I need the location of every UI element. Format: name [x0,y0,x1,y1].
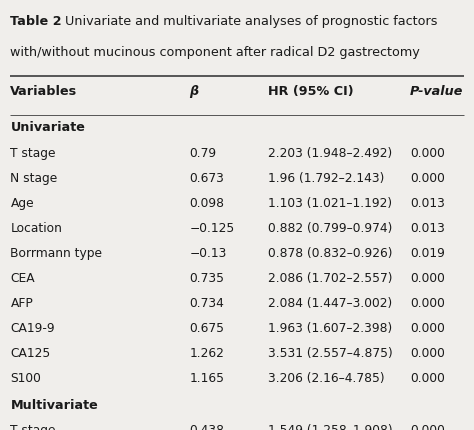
Text: 3.531 (2.557–4.875): 3.531 (2.557–4.875) [268,346,392,359]
Text: 1.165: 1.165 [190,371,225,384]
Text: 0.878 (0.832–0.926): 0.878 (0.832–0.926) [268,246,392,259]
Text: 1.96 (1.792–2.143): 1.96 (1.792–2.143) [268,172,384,184]
Text: 0.013: 0.013 [410,221,445,234]
Text: HR (95% CI): HR (95% CI) [268,85,354,98]
Text: 1.963 (1.607–2.398): 1.963 (1.607–2.398) [268,321,392,334]
Text: 0.000: 0.000 [410,321,445,334]
Text: 0.000: 0.000 [410,271,445,284]
Text: 0.098: 0.098 [190,197,225,209]
Text: S100: S100 [10,371,41,384]
Text: 0.013: 0.013 [410,197,445,209]
Text: 2.086 (1.702–2.557): 2.086 (1.702–2.557) [268,271,392,284]
Text: CA125: CA125 [10,346,51,359]
Text: 3.206 (2.16–4.785): 3.206 (2.16–4.785) [268,371,384,384]
Text: Age: Age [10,197,34,209]
Text: 0.000: 0.000 [410,371,445,384]
Text: Table 2: Table 2 [10,15,62,28]
Text: 2.084 (1.447–3.002): 2.084 (1.447–3.002) [268,296,392,309]
Text: Location: Location [10,221,62,234]
Text: P-value: P-value [410,85,464,98]
Text: 0.79: 0.79 [190,147,217,160]
Text: T stage: T stage [10,423,56,430]
Text: 0.438: 0.438 [190,423,225,430]
Text: CA19-9: CA19-9 [10,321,55,334]
Text: Univariate and multivariate analyses of prognostic factors: Univariate and multivariate analyses of … [61,15,438,28]
Text: 0.673: 0.673 [190,172,225,184]
Text: N stage: N stage [10,172,58,184]
Text: 0.882 (0.799–0.974): 0.882 (0.799–0.974) [268,221,392,234]
Text: 0.735: 0.735 [190,271,225,284]
Text: 1.549 (1.258–1.908): 1.549 (1.258–1.908) [268,423,392,430]
Text: 1.262: 1.262 [190,346,225,359]
Text: T stage: T stage [10,147,56,160]
Text: 0.734: 0.734 [190,296,225,309]
Text: Variables: Variables [10,85,78,98]
Text: CEA: CEA [10,271,35,284]
Text: −0.125: −0.125 [190,221,235,234]
Text: 0.675: 0.675 [190,321,225,334]
Text: AFP: AFP [10,296,33,309]
Text: Borrmann type: Borrmann type [10,246,102,259]
Text: 0.000: 0.000 [410,346,445,359]
Text: Univariate: Univariate [10,121,85,134]
Text: β: β [190,85,199,98]
Text: 1.103 (1.021–1.192): 1.103 (1.021–1.192) [268,197,392,209]
Text: 0.019: 0.019 [410,246,445,259]
Text: 0.000: 0.000 [410,423,445,430]
Text: 2.203 (1.948–2.492): 2.203 (1.948–2.492) [268,147,392,160]
Text: −0.13: −0.13 [190,246,227,259]
Text: 0.000: 0.000 [410,296,445,309]
Text: 0.000: 0.000 [410,172,445,184]
Text: Multivariate: Multivariate [10,398,98,411]
Text: 0.000: 0.000 [410,147,445,160]
Text: with/without mucinous component after radical D2 gastrectomy: with/without mucinous component after ra… [10,46,420,59]
